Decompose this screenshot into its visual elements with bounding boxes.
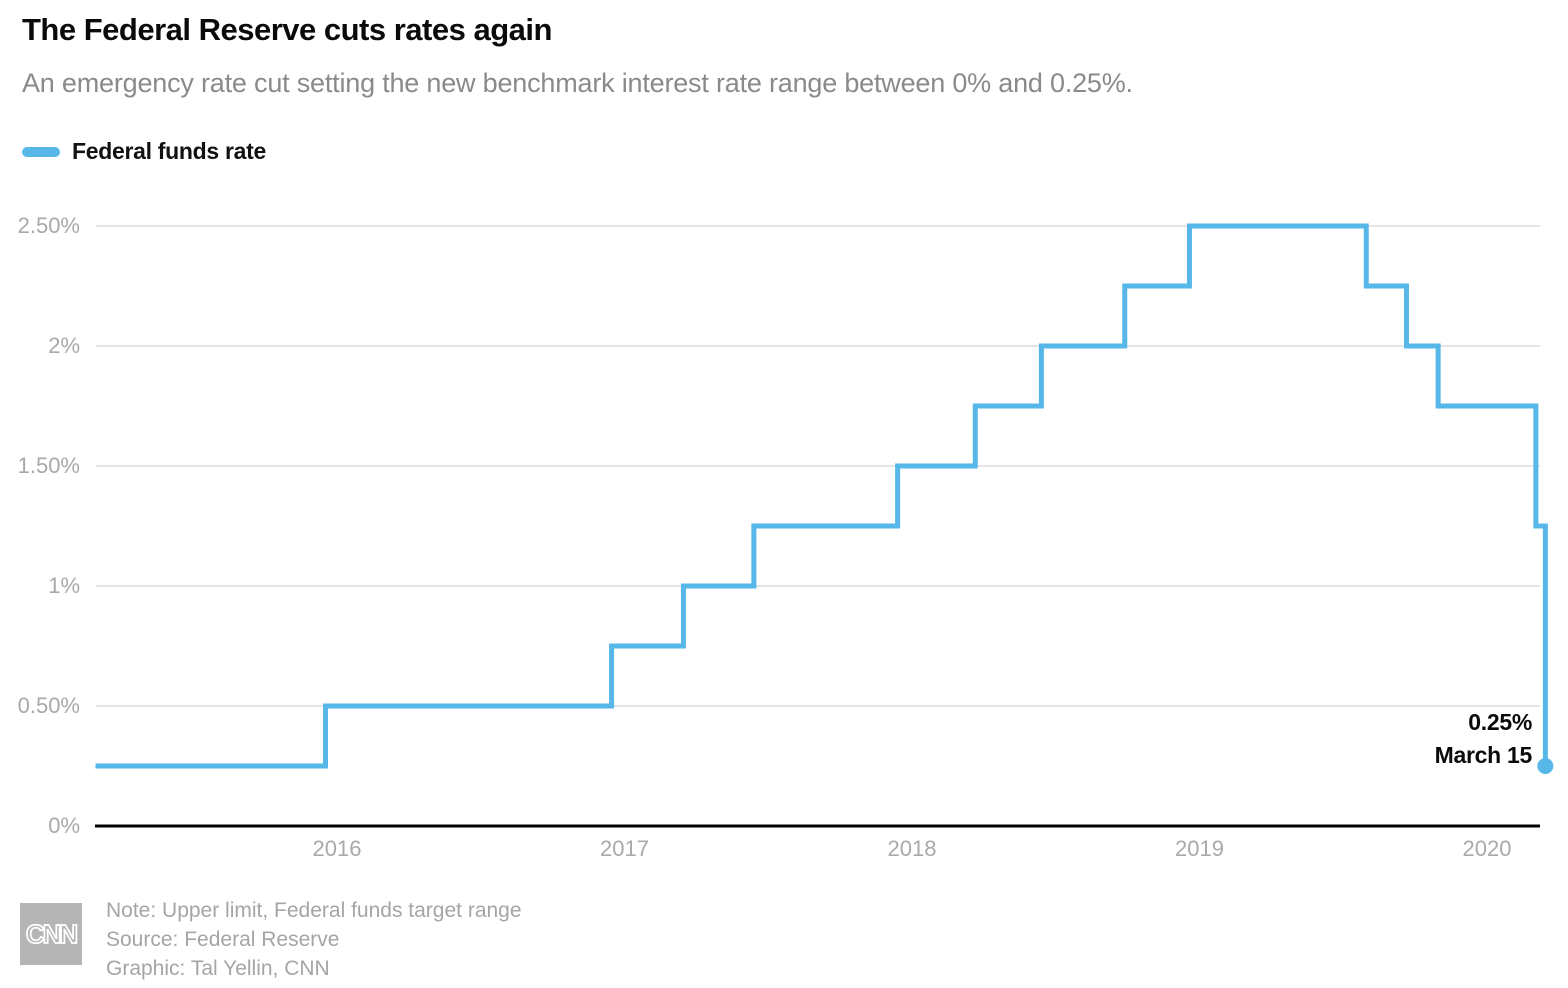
cnn-logo-icon: CNN xyxy=(25,918,80,950)
y-axis-tick-label: 0.50% xyxy=(17,693,80,718)
page-title: The Federal Reserve cuts rates again xyxy=(22,12,552,47)
x-axis-tick-label: 2020 xyxy=(1462,836,1512,861)
y-axis-tick-label: 2.50% xyxy=(17,213,80,238)
page-subtitle: An emergency rate cut setting the new be… xyxy=(22,68,1133,98)
legend-line-swatch xyxy=(22,146,60,157)
x-axis-tick-label: 2019 xyxy=(1175,836,1224,861)
footer-note: Note: Upper limit, Federal funds target … xyxy=(106,899,522,922)
x-axis-tick-label: 2018 xyxy=(887,836,937,861)
rate-step-line xyxy=(95,223,1548,769)
legend: Federal funds rate xyxy=(22,138,266,165)
y-axis-tick-label: 1.50% xyxy=(17,453,80,478)
x-axis-tick-label: 2017 xyxy=(600,836,649,861)
x-axis-tick-label: 2016 xyxy=(312,836,362,861)
cnn-logo: CNN xyxy=(20,903,82,965)
end-annotation: 0.25% March 15 xyxy=(1434,706,1533,772)
annotation-value: 0.25% xyxy=(1468,709,1532,735)
y-axis-tick-label: 2% xyxy=(48,333,80,358)
legend-label: Federal funds rate xyxy=(72,138,266,164)
footer-source: Source: Federal Reserve xyxy=(106,928,340,951)
footer-credit: Graphic: Tal Yellin, CNN xyxy=(106,957,330,980)
end-point-dot xyxy=(1537,758,1554,774)
annotation-date: March 15 xyxy=(1434,742,1533,768)
footer: Note: Upper limit, Federal funds target … xyxy=(106,896,522,983)
y-axis-tick-label: 0% xyxy=(48,813,80,838)
svg-text:CNN: CNN xyxy=(26,919,78,949)
y-axis-tick-label: 1% xyxy=(48,573,80,598)
